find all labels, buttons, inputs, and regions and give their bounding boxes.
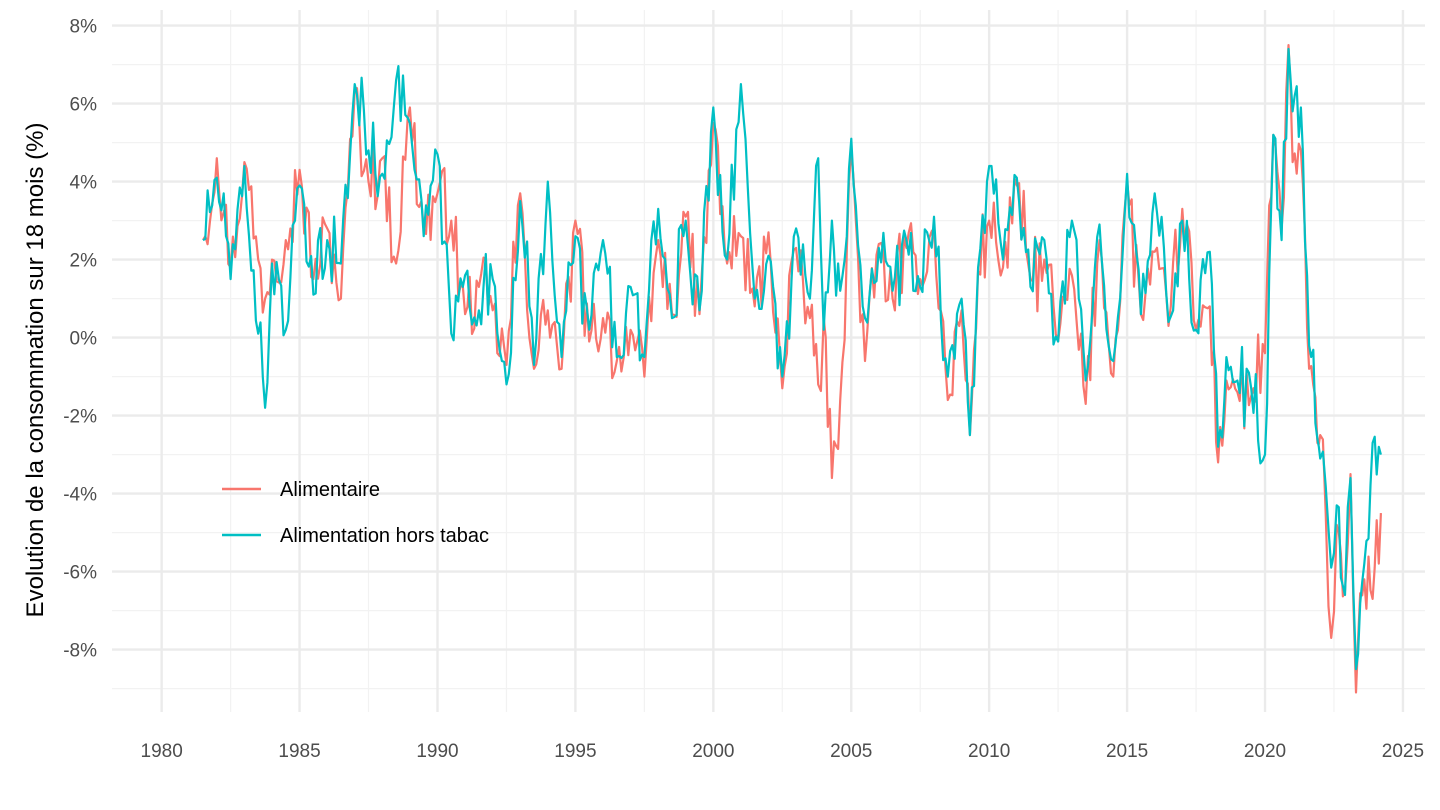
y-tick-label: 4%: [70, 173, 98, 194]
x-tick-label: 1980: [141, 741, 183, 762]
y-tick-label: -6%: [63, 563, 97, 584]
series-line-alimentaire: [202, 44, 1382, 694]
x-tick-label: 1985: [278, 741, 320, 762]
series-line-alimentation-hors-tabac: [202, 47, 1382, 671]
x-tick-label: 2010: [968, 741, 1010, 762]
x-tick-label: 2015: [1106, 741, 1148, 762]
x-tick-label: 2020: [1244, 741, 1286, 762]
y-tick-label: -4%: [63, 485, 97, 506]
y-axis-title: Evolution de la consommation sur 18 mois…: [22, 123, 49, 618]
legend: Alimentaire Alimentation hors tabac: [222, 479, 489, 547]
series-layer: [202, 44, 1382, 694]
minor-gridlines: [112, 10, 1425, 712]
major-gridlines: [112, 10, 1425, 712]
legend-label-alimentation-hors-tabac: Alimentation hors tabac: [280, 525, 489, 547]
y-tick-label: -2%: [63, 407, 97, 428]
y-tick-label: 2%: [70, 251, 98, 272]
y-tick-label: 8%: [70, 17, 98, 38]
x-tick-label: 1995: [554, 741, 596, 762]
x-tick-label: 2025: [1382, 741, 1424, 762]
x-tick-label: 2000: [692, 741, 734, 762]
x-tick-label: 2005: [830, 741, 872, 762]
legend-label-alimentaire: Alimentaire: [280, 479, 380, 501]
y-tick-label: 0%: [70, 329, 98, 350]
y-tick-label: 6%: [70, 95, 98, 116]
x-tick-label: 1990: [416, 741, 458, 762]
x-axis-ticks: 1980 1985 1990 1995 2000 2005 2010 2015 2020 2025: [141, 741, 1425, 762]
y-axis-ticks: -8% -6% -4% -2% 0% 2% 4% 6% 8%: [63, 17, 97, 662]
y-tick-label: -8%: [63, 641, 97, 662]
